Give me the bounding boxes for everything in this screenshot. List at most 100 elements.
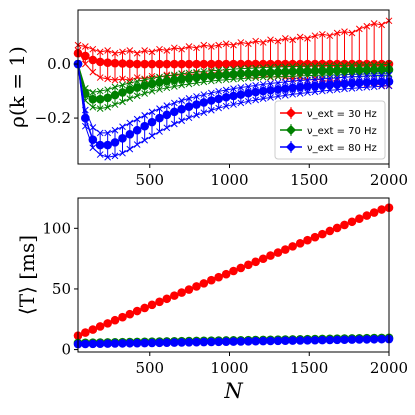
data-point: [125, 129, 135, 139]
band-point: [163, 47, 171, 54]
data-point: [207, 96, 216, 105]
data-point: [288, 336, 297, 345]
data-point: [288, 242, 297, 251]
legend-label: ν_ext = 30 Hz: [307, 109, 377, 120]
data-point: [377, 205, 386, 214]
data-point: [184, 59, 194, 69]
data-point: [88, 325, 98, 334]
bottom-ticks: 500 1000 1500 2000 0 50 100: [42, 219, 408, 377]
band-point: [163, 102, 171, 109]
data-point: [132, 83, 142, 92]
band-point: [378, 21, 386, 29]
data-point: [140, 81, 149, 90]
data-point: [103, 140, 112, 150]
data-point: [303, 67, 312, 76]
data-point: [95, 339, 105, 349]
data-point: [155, 59, 164, 69]
data-point: [310, 81, 320, 91]
data-point: [266, 336, 275, 346]
data-point: [170, 291, 179, 300]
band-point: [193, 93, 200, 100]
data-point: [214, 337, 223, 347]
data-point: [140, 338, 149, 348]
data-point: [170, 75, 179, 85]
data-point: [258, 59, 268, 69]
band-point: [348, 73, 356, 81]
data-point: [229, 91, 238, 101]
data-point: [221, 92, 231, 102]
data-point: [221, 269, 231, 279]
band-point: [304, 35, 311, 42]
legend-marker: [286, 142, 296, 152]
data-point: [355, 65, 364, 75]
band-point: [348, 29, 356, 37]
data-point: [162, 338, 172, 347]
data-point: [125, 59, 135, 69]
data-point: [244, 59, 253, 69]
data-point: [236, 263, 246, 273]
data-point: [118, 312, 127, 322]
band-point: [185, 80, 193, 88]
data-point: [332, 79, 342, 89]
top-y-axis-label: ρ(k = 1): [5, 46, 29, 128]
band-point: [156, 45, 163, 53]
data-point: [236, 90, 246, 99]
band-point: [200, 41, 208, 49]
data-point: [177, 104, 186, 114]
data-point: [110, 339, 120, 348]
data-point: [192, 59, 201, 69]
data-point: [377, 65, 386, 75]
band-point: [156, 128, 163, 135]
band-point: [178, 117, 186, 125]
data-point: [377, 334, 386, 344]
data-point: [184, 285, 194, 294]
data-point: [369, 65, 379, 75]
data-point: [355, 59, 364, 69]
bottom-x-tick-label: 1500: [290, 359, 328, 377]
top-x-tick-label: 1000: [210, 171, 248, 189]
legend-marker: [286, 108, 296, 118]
band-point: [178, 81, 186, 89]
band-point: [281, 35, 289, 42]
data-point: [140, 59, 149, 69]
data-point: [184, 73, 194, 83]
data-point: [295, 82, 305, 92]
series-2: [73, 334, 394, 349]
data-point: [258, 254, 268, 264]
data-point: [199, 59, 209, 69]
data-point: [236, 337, 246, 346]
data-point: [229, 337, 238, 346]
data-point: [369, 334, 379, 344]
data-point: [95, 140, 105, 150]
band-point: [244, 40, 252, 48]
legend-marker: [286, 125, 296, 135]
band-point: [370, 72, 378, 80]
data-point: [318, 66, 327, 76]
band-point: [185, 94, 193, 102]
top-ticks: 500 1000 1500 2000 0.0 −0.2: [35, 55, 409, 189]
data-point: [303, 82, 312, 91]
band-point: [296, 33, 304, 41]
data-point: [192, 100, 201, 109]
data-point: [273, 85, 283, 94]
data-point: [244, 337, 253, 346]
data-point: [118, 88, 127, 97]
data-point: [258, 336, 268, 346]
data-point: [369, 77, 379, 87]
data-point: [132, 125, 142, 135]
data-point: [132, 338, 142, 348]
data-point: [125, 85, 135, 95]
band-point: [81, 60, 89, 68]
data-point: [325, 66, 335, 76]
data-point: [369, 208, 379, 217]
data-point: [199, 337, 209, 347]
band-point: [89, 68, 97, 76]
data-point: [332, 223, 342, 233]
data-point: [318, 335, 327, 345]
data-point: [147, 59, 157, 69]
data-point: [170, 338, 179, 347]
data-point: [199, 72, 209, 81]
data-point: [244, 69, 253, 78]
band-point: [230, 41, 237, 49]
